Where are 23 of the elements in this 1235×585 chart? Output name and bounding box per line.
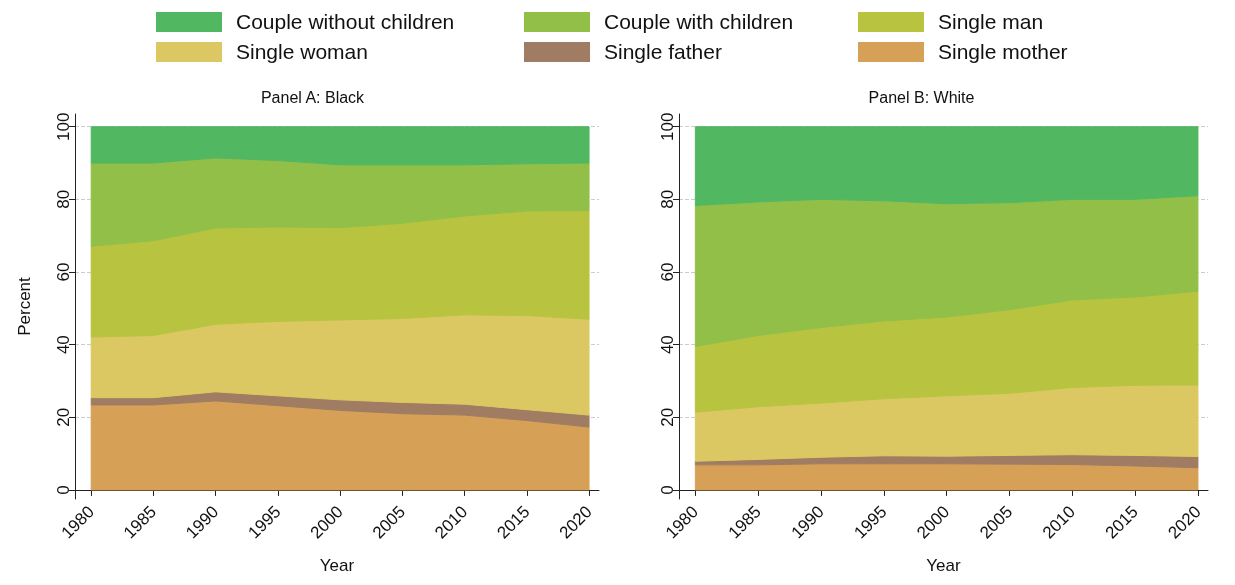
- y-tick-label: 40: [657, 335, 677, 355]
- y-tick-label: 100: [657, 112, 677, 141]
- legend-label: Couple without children: [236, 10, 455, 34]
- chart-title: Panel A: Black: [260, 88, 366, 106]
- x-axis-title: Year: [319, 556, 355, 575]
- y-axis-title: Percent: [15, 276, 34, 336]
- y-tick-label: 100: [53, 112, 73, 141]
- y-tick-label: 20: [53, 407, 73, 427]
- y-tick-label: 80: [53, 189, 73, 209]
- legend-label: Single woman: [236, 40, 368, 64]
- y-tick-label: 40: [53, 335, 73, 355]
- chart-title: Panel B: White: [868, 88, 975, 106]
- y-tick-label: 80: [657, 189, 677, 209]
- legend-label: Single mother: [938, 40, 1068, 64]
- y-tick-label: 60: [53, 262, 73, 282]
- legend-label: Single man: [938, 10, 1044, 34]
- legend-label: Single father: [604, 40, 722, 64]
- y-tick-label: 0: [657, 485, 677, 495]
- y-tick-label: 60: [657, 262, 677, 282]
- y-tick-label: 0: [53, 485, 73, 495]
- y-tick-label: 20: [657, 407, 677, 427]
- legend-label: Couple with children: [604, 10, 794, 34]
- x-axis-title: Year: [926, 556, 962, 575]
